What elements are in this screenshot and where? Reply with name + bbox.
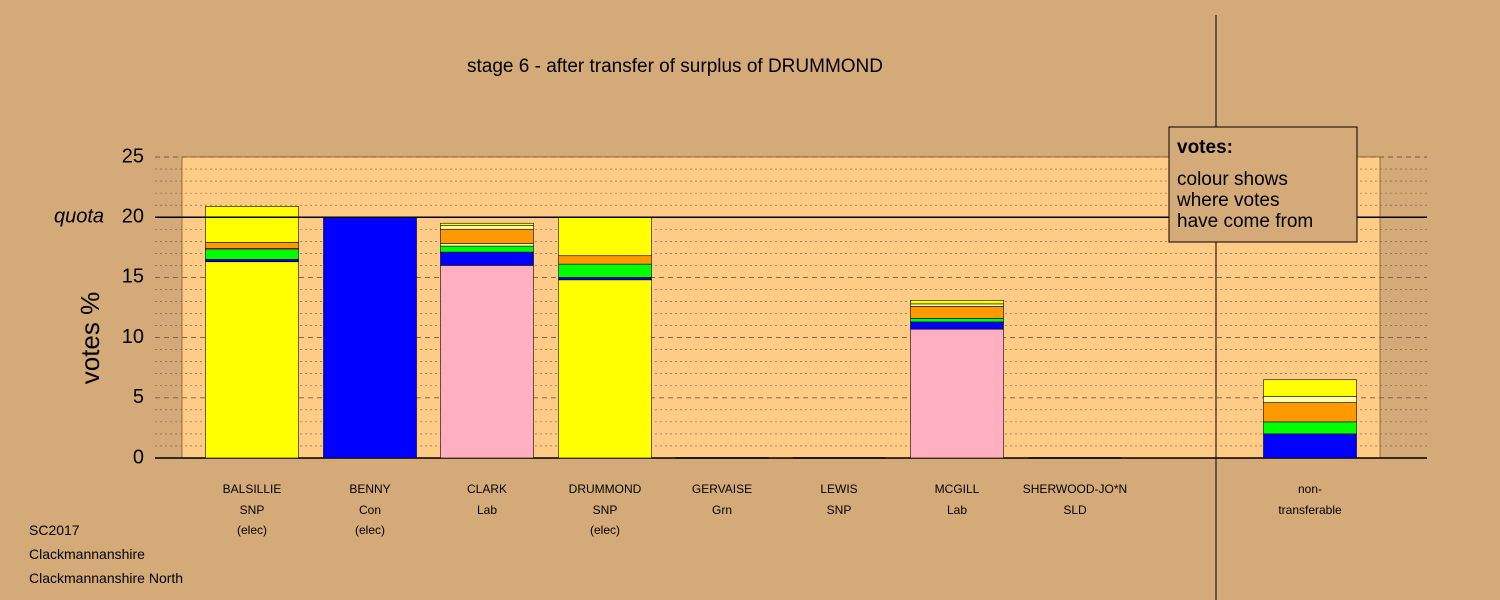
- legend-title: votes:: [1177, 137, 1233, 158]
- candidate-party-label: SNP: [240, 503, 265, 517]
- bar-benny-segment-con: [323, 216, 417, 459]
- bar-nontransferable-segment-con: [1263, 433, 1357, 459]
- bar-balsillie-segment-grn: [205, 249, 299, 260]
- quota-label: quota: [54, 205, 104, 227]
- bar-nontransferable-segment-sld: [1263, 402, 1357, 423]
- x-axis-labels: BALSILLIE SNP (elec) BENNY Con (elec) CLARK Lab…: [223, 482, 1342, 537]
- bar-clark-segment-grn: [440, 245, 534, 253]
- footer-council: Clackmannanshire: [29, 546, 145, 562]
- legend-line-2: where votes: [1176, 190, 1279, 211]
- candidate-party-label: Lab: [947, 503, 967, 517]
- y-axis-label: votes %: [75, 292, 105, 385]
- candidate-name-label: GERVAISE: [692, 482, 752, 496]
- candidate-status-label: (elec): [237, 523, 267, 537]
- candidate-party-label: Lab: [477, 503, 497, 517]
- candidate-status-label: (elec): [590, 523, 620, 537]
- legend-box: [1168, 126, 1358, 243]
- chart-title: stage 6 - after transfer of surplus of D…: [467, 56, 883, 77]
- candidate-party-label: Con: [359, 503, 381, 517]
- bar-nontransferable-segment-snp: [1263, 379, 1357, 397]
- bar-drummond-segment-sld: [558, 255, 652, 265]
- legend-line-3: have come from: [1177, 211, 1313, 232]
- bar-nontransferable-segment-other: [1263, 396, 1357, 403]
- y-tick-label: 15: [122, 266, 144, 288]
- bar-clark-segment-sld: [440, 228, 534, 244]
- y-tick-label: 5: [133, 386, 144, 408]
- nontransferable-label: transferable: [1278, 503, 1342, 517]
- bar-balsillie-segment-sld: [205, 242, 299, 249]
- y-tick-label: 20: [122, 205, 144, 227]
- bar-mcgill-segment-snp: [910, 299, 1004, 305]
- bars: [205, 206, 1357, 459]
- bar-drummond-segment-grn: [558, 263, 652, 278]
- legend: votes: colour shows where votes have com…: [1168, 126, 1358, 243]
- candidate-name-label: SHERWOOD-JO*N: [1023, 482, 1127, 496]
- bar-mcgill-segment-con: [910, 321, 1004, 330]
- candidate-name-label: BENNY: [349, 482, 390, 496]
- candidate-name-label: CLARK: [467, 482, 507, 496]
- bar-clark-segment-other: [440, 243, 534, 247]
- y-axis-ticks: 0 5 10 15 20 25: [122, 145, 144, 468]
- candidate-name-label: MCGILL: [935, 482, 980, 496]
- candidate-name-label: BALSILLIE: [223, 482, 282, 496]
- bar-balsillie-segment-snp: [205, 261, 299, 459]
- candidate-party-label: SNP: [593, 503, 618, 517]
- candidate-status-label: (elec): [355, 523, 385, 537]
- bar-mcgill-segment-grn: [910, 318, 1004, 323]
- candidate-name-label: DRUMMOND: [569, 482, 642, 496]
- footer-election: SC2017: [29, 522, 80, 538]
- bar-clark-segment-snp: [440, 222, 534, 226]
- bar-drummond-segment-snp: [558, 279, 652, 459]
- bar-clark-segment-con: [440, 251, 534, 266]
- bar-mcgill-segment-sld: [910, 305, 1004, 319]
- bar-balsillie-segment-snp: [205, 206, 299, 243]
- bar-nontransferable-segment-grn: [1263, 421, 1357, 435]
- bar-drummond-segment-snp: [558, 216, 652, 257]
- y-tick-label: 0: [133, 446, 144, 468]
- nontransferable-label: non-: [1298, 482, 1322, 496]
- candidate-party-label: Grn: [712, 503, 732, 517]
- legend-line-1: colour shows: [1177, 169, 1288, 190]
- y-tick-label: 10: [122, 326, 144, 348]
- bar-mcgill-segment-lab: [910, 328, 1004, 459]
- bar-clark-segment-lab: [440, 265, 534, 459]
- bar-mcgill-segment-other: [910, 303, 1004, 307]
- bar-drummond-segment-con: [558, 277, 652, 281]
- candidate-party-label: SNP: [827, 503, 852, 517]
- candidate-name-label: LEWIS: [820, 482, 857, 496]
- y-tick-label: 25: [122, 145, 144, 167]
- footer-ward: Clackmannanshire North: [29, 570, 184, 586]
- bar-clark-segment-other: [440, 225, 534, 230]
- bar-balsillie-segment-con: [205, 259, 299, 263]
- candidate-party-label: SLD: [1063, 503, 1087, 517]
